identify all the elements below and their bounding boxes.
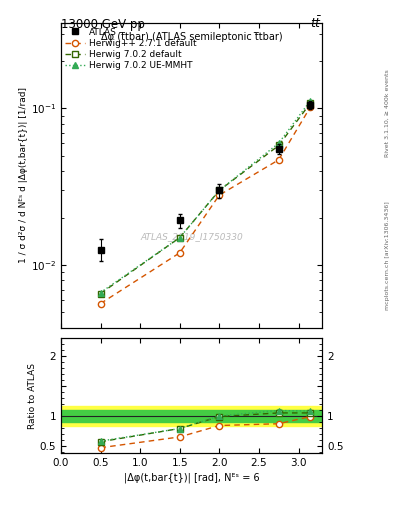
Text: mcplots.cern.ch [arXiv:1306.3436]: mcplots.cern.ch [arXiv:1306.3436] <box>385 202 389 310</box>
Text: Δφ (t̅tbar) (ATLAS semileptonic t̅tbar): Δφ (t̅tbar) (ATLAS semileptonic t̅tbar) <box>101 32 283 42</box>
X-axis label: |Δφ(t,bar{t})| [rad], Nᴱˢ = 6: |Δφ(t,bar{t})| [rad], Nᴱˢ = 6 <box>124 472 259 483</box>
Y-axis label: Ratio to ATLAS: Ratio to ATLAS <box>28 362 37 429</box>
Legend: ATLAS, Herwig++ 2.7.1 default, Herwig 7.0.2 default, Herwig 7.0.2 UE-MMHT: ATLAS, Herwig++ 2.7.1 default, Herwig 7.… <box>64 26 198 72</box>
Text: $t\bar{t}$: $t\bar{t}$ <box>310 15 322 31</box>
Bar <box>61 407 322 425</box>
Text: 13000 GeV pp: 13000 GeV pp <box>61 18 145 31</box>
Text: Rivet 3.1.10, ≥ 400k events: Rivet 3.1.10, ≥ 400k events <box>385 69 389 157</box>
Y-axis label: 1 / σ d²σ / d Nᴱˢ d |Δφ(t,bar{t})| [1/rad]: 1 / σ d²σ / d Nᴱˢ d |Δφ(t,bar{t})| [1/ra… <box>19 88 28 263</box>
Text: ATLAS_2019_I1750330: ATLAS_2019_I1750330 <box>140 232 243 241</box>
Bar <box>61 410 322 422</box>
